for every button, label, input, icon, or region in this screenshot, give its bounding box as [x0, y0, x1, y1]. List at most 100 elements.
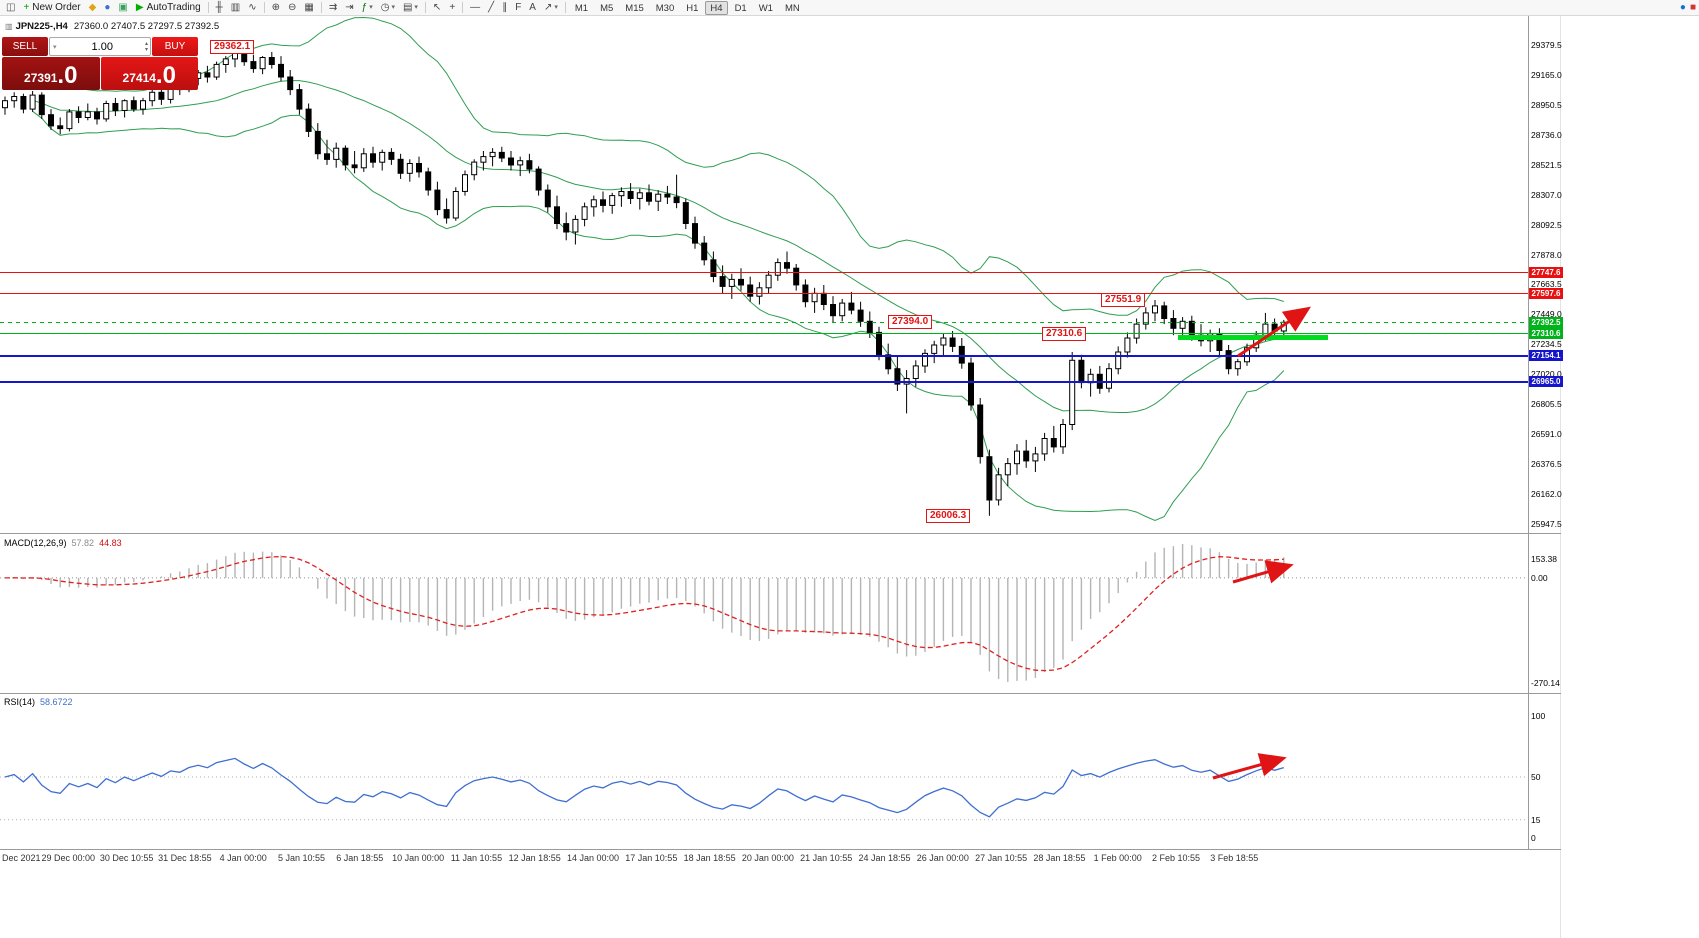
pane-splitter[interactable] — [0, 533, 1561, 534]
time-axis-label: 29 Dec 00:00 — [41, 853, 96, 863]
ohlc-values: 27360.0 27407.5 27297.5 27392.5 — [73, 21, 220, 32]
fibonacci-icon: F — [515, 1, 522, 13]
buy-price[interactable]: 27414.0 — [100, 57, 198, 90]
macd-value-signal: 44.83 — [99, 538, 122, 548]
price-callout[interactable]: 26006.3 — [926, 508, 971, 523]
timeframe-h1[interactable]: H1 — [686, 2, 699, 14]
indicators-icon: ƒ — [361, 1, 368, 13]
dropdown-caret-icon[interactable]: ▾ — [391, 3, 395, 11]
price-axis-label: 29165.0 — [1531, 69, 1562, 80]
rsi-pane[interactable] — [0, 694, 1528, 848]
macd-value-main: 57.82 — [71, 538, 95, 548]
price-axis-label: 26376.5 — [1531, 459, 1562, 470]
price-callout[interactable]: 27310.6 — [1042, 326, 1087, 341]
autotrading-icon: ▶ — [135, 1, 144, 13]
autotrading-button[interactable]: ▶ AutoTrading — [133, 1, 204, 15]
profiles-icon: ● — [104, 1, 111, 13]
zoom-out-icon[interactable]: ⊖ — [285, 1, 299, 15]
support-zone-segment[interactable] — [1178, 334, 1328, 340]
autotrading-button-label: AutoTrading — [146, 1, 201, 13]
zoom-in-icon[interactable]: ⊕ — [269, 1, 283, 15]
periods-icon: ◷ — [380, 1, 390, 13]
record-icon[interactable]: ■ — [1689, 1, 1696, 13]
chart-shift-icon[interactable]: ⇥ — [342, 1, 356, 15]
equidistant-channel-icon[interactable]: ∥ — [499, 1, 510, 15]
line-chart-type-icon[interactable]: ∿ — [245, 1, 259, 15]
market-watch-icon: ▣ — [118, 1, 128, 13]
new-order-button-label: New Order — [32, 1, 81, 13]
timeframe-d1[interactable]: D1 — [734, 2, 747, 14]
chart-window-icon[interactable]: ◫ — [3, 1, 18, 15]
time-axis-separator — [0, 849, 1561, 850]
tile-windows-icon[interactable]: ▦ — [301, 1, 316, 15]
timeframe-m30[interactable]: M30 — [655, 2, 675, 14]
rsi-scale-label: 0 — [1531, 833, 1536, 843]
market-watch-icon[interactable]: ▣ — [115, 1, 130, 15]
metaquotes-icon: ◆ — [88, 1, 97, 13]
timeframe-w1[interactable]: W1 — [758, 2, 773, 14]
time-axis-label: 17 Jan 10:55 — [625, 853, 678, 863]
horizontal-line-object[interactable] — [0, 333, 1528, 335]
templates-icon[interactable]: ▤ ▾ — [400, 1, 421, 15]
macd-scale-label: 0.00 — [1531, 572, 1548, 583]
time-axis-label: 2 Feb 10:55 — [1151, 853, 1201, 863]
time-axis-label: 27 Jan 10:55 — [975, 853, 1028, 863]
volume-dropdown-caret-icon[interactable]: ▾ — [53, 43, 57, 51]
macd-pane[interactable] — [0, 534, 1528, 692]
buy-price-main: 27414 — [122, 71, 156, 85]
horizontal-line-object[interactable] — [0, 293, 1528, 295]
pane-splitter[interactable] — [0, 693, 1561, 694]
volume-input[interactable]: ▾ 1.00 ▴ ▾ — [49, 37, 151, 56]
sell-price[interactable]: 27391.0 — [2, 57, 100, 90]
candles-chart-type-icon: ▥ — [230, 1, 241, 13]
macd-label: MACD(12,26,9) 57.82 44.83 — [4, 538, 122, 548]
horizontal-line-object[interactable] — [0, 380, 1528, 383]
text-label-icon[interactable]: A — [526, 1, 539, 15]
timeframe-h4[interactable]: H4 — [705, 0, 728, 15]
metaquotes-icon[interactable]: ◆ — [86, 1, 100, 15]
horizontal-line-object[interactable] — [0, 354, 1528, 357]
timeframe-m15[interactable]: M15 — [625, 2, 644, 14]
volume-up-icon[interactable]: ▴ — [144, 40, 148, 47]
new-order-button[interactable]: + New Order — [20, 1, 83, 15]
indicators-icon[interactable]: ƒ ▾ — [359, 1, 376, 15]
main-price-chart[interactable] — [0, 16, 1528, 533]
horizontal-line-object[interactable] — [0, 272, 1528, 274]
buy-button[interactable]: BUY — [152, 37, 198, 56]
price-callout[interactable]: 27394.0 — [888, 315, 933, 330]
crosshair-icon[interactable]: + — [446, 1, 458, 15]
toolbar-separator — [263, 2, 265, 13]
auto-scroll-icon: ⇉ — [328, 1, 338, 13]
price-callout[interactable]: 29362.1 — [210, 40, 255, 55]
sell-button[interactable]: SELL — [2, 37, 48, 56]
arrows-icon[interactable]: ↗ ▾ — [541, 1, 561, 15]
periods-icon[interactable]: ◷ ▾ — [378, 1, 398, 15]
rsi-scale-label: 100 — [1531, 711, 1546, 721]
fibonacci-icon[interactable]: F — [512, 1, 524, 15]
dropdown-caret-icon[interactable]: ▾ — [414, 3, 418, 11]
sell-price-main: 27391 — [24, 71, 58, 85]
macd-name: MACD(12,26,9) — [4, 538, 67, 548]
timeframe-mn[interactable]: MN — [784, 2, 800, 14]
dropdown-caret-icon[interactable]: ▾ — [554, 3, 558, 11]
community-icon[interactable]: ● — [1679, 1, 1686, 13]
trendline-icon[interactable]: ╱ — [485, 1, 497, 15]
time-axis-label: 21 Jan 10:55 — [800, 853, 853, 863]
text-label-icon: A — [529, 1, 536, 13]
cursor-icon[interactable]: ↖ — [430, 1, 444, 15]
time-axis-label: 20 Jan 00:00 — [741, 853, 794, 863]
price-axis-label: 27878.0 — [1531, 249, 1562, 260]
candles-chart-type-icon[interactable]: ▥ — [228, 1, 243, 15]
rsi-value: 58.6722 — [40, 697, 73, 707]
dropdown-caret-icon[interactable]: ▾ — [369, 3, 373, 11]
horizontal-line-object[interactable] — [0, 321, 1528, 323]
price-callout[interactable]: 27551.9 — [1101, 293, 1146, 308]
bars-chart-type-icon[interactable]: ╫ — [213, 1, 226, 15]
auto-scroll-icon[interactable]: ⇉ — [326, 1, 340, 15]
profiles-icon[interactable]: ● — [101, 1, 113, 15]
horizontal-line-icon[interactable]: — — [467, 1, 483, 15]
volume-down-icon[interactable]: ▾ — [144, 46, 148, 53]
timeframe-m5[interactable]: M5 — [600, 2, 614, 14]
timeframe-m1[interactable]: M1 — [574, 2, 589, 14]
